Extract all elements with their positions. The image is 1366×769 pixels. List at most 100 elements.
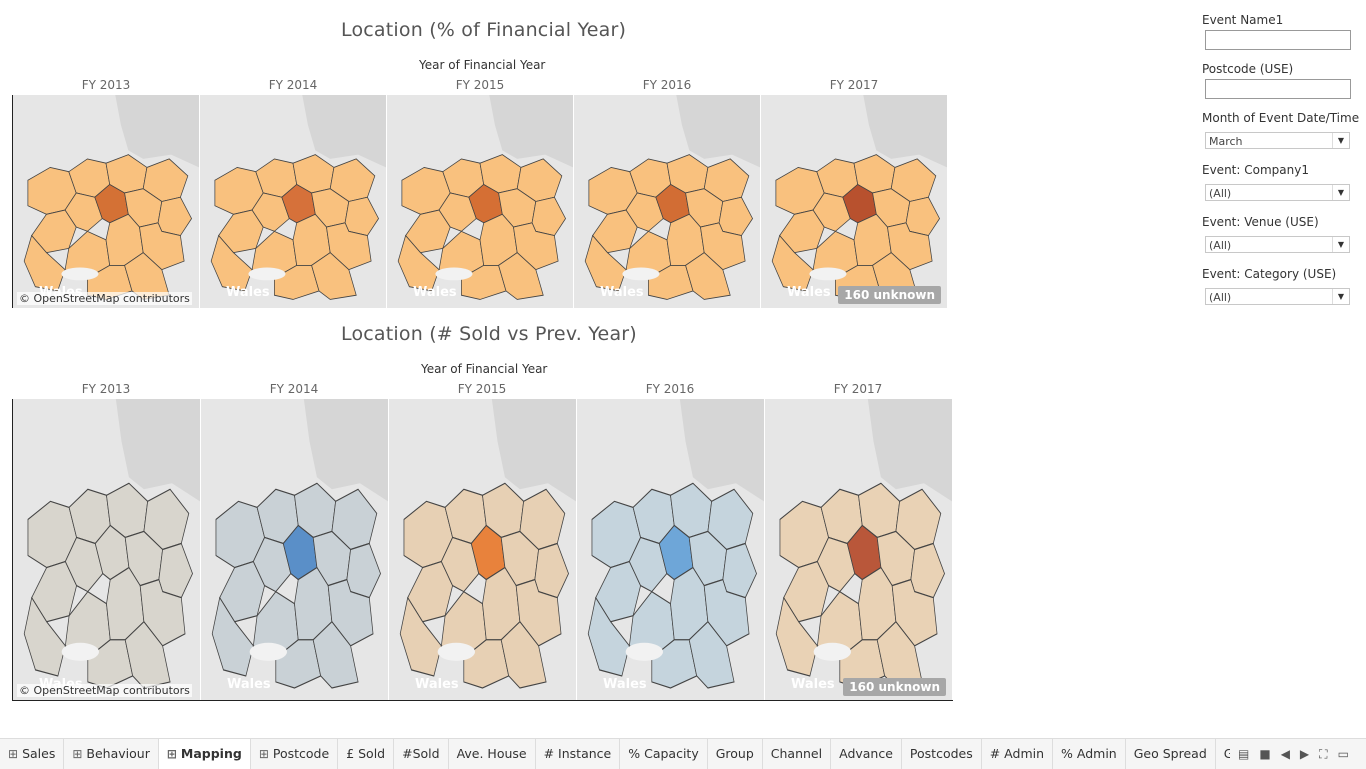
unknown-locations-badge[interactable]: 160 unknown [843, 678, 946, 696]
sheet-tab[interactable]: Group [708, 739, 763, 769]
sheet-tab-label: Channel [770, 746, 823, 761]
view2-choropleth-map[interactable] [13, 399, 200, 700]
view2-column-label: FY 2016 [645, 382, 695, 396]
sheet-tab-label: Geo Spread [1133, 746, 1207, 761]
view2-column-label: FY 2013 [81, 382, 131, 396]
map-landmass [302, 95, 386, 168]
thumbnail-view-icon[interactable]: ■ [1259, 747, 1271, 761]
dashboard-grid-icon: ⊞ [8, 747, 19, 761]
sheet-tab[interactable]: # Instance [536, 739, 621, 769]
chevron-down-icon[interactable]: ▼ [1332, 133, 1349, 148]
previous-sheet-icon[interactable]: ◀ [1280, 747, 1290, 761]
map-region[interactable] [685, 252, 731, 300]
view1-map-panel[interactable]: Wales [574, 95, 761, 308]
map-region[interactable] [23, 596, 66, 677]
presentation-mode-icon[interactable]: ▭ [1337, 747, 1349, 761]
sheet-tab-bar: ⊞ Sales ⊞ Behaviour ⊞ Mapping ⊞ Postcode £ Sold #… [0, 738, 1366, 769]
map-region[interactable] [775, 596, 818, 677]
filter-postcode-label: Postcode (USE) [1202, 62, 1294, 76]
map-region[interactable] [210, 234, 253, 292]
filter-postcode-input[interactable] [1205, 79, 1351, 99]
view2-map-panel[interactable]: Wales© OpenStreetMap contributors [13, 399, 201, 700]
map-region[interactable] [498, 252, 544, 300]
map-region[interactable] [124, 621, 171, 689]
sheet-tab[interactable]: £ Sold [338, 739, 395, 769]
map-estuary [249, 642, 288, 661]
view1-map-row[interactable]: Wales© OpenStreetMap contributorsWalesWa… [12, 95, 948, 308]
map-attribution[interactable]: © OpenStreetMap contributors [17, 292, 192, 305]
sheet-tab[interactable]: ⊞ Sales [0, 739, 65, 769]
filmstrip-view-icon[interactable]: ▤ [1238, 747, 1250, 761]
map-region[interactable] [397, 234, 440, 292]
filter-category-dropdown[interactable]: (All) ▼ [1205, 288, 1350, 305]
filter-month-dropdown[interactable]: March ▼ [1205, 132, 1350, 149]
map-attribution[interactable]: © OpenStreetMap contributors [17, 684, 192, 697]
sheet-tab[interactable]: Ave. House [449, 739, 536, 769]
sheet-tab-label: Group [715, 746, 754, 761]
sheet-tab[interactable]: Geo Spread [1126, 739, 1216, 769]
filter-category-value: (All) [1209, 291, 1232, 304]
map-region[interactable] [584, 234, 627, 292]
view2-choropleth-map[interactable] [765, 399, 952, 700]
sheet-tab-label: Ave. House [456, 746, 527, 761]
view2-map-row[interactable]: Wales© OpenStreetMap contributorsWalesWa… [12, 399, 953, 701]
sheet-tab-label: £ Sold [346, 746, 386, 761]
fullscreen-icon[interactable]: ⛶ [1319, 746, 1328, 761]
chevron-down-icon[interactable]: ▼ [1332, 237, 1349, 252]
map-landmass [491, 399, 576, 502]
view2-choropleth-map[interactable] [201, 399, 388, 700]
unknown-locations-badge[interactable]: 160 unknown [838, 286, 941, 304]
map-region[interactable] [311, 252, 357, 300]
view1-choropleth-map[interactable] [13, 95, 199, 308]
sheet-tab[interactable]: # Admin [982, 739, 1054, 769]
map-region[interactable] [688, 621, 735, 689]
view1-choropleth-map[interactable] [387, 95, 573, 308]
sheet-tab[interactable]: % Capacity [620, 739, 708, 769]
map-region[interactable] [312, 621, 359, 689]
map-region[interactable] [587, 596, 630, 677]
sheet-tab[interactable]: ⊞ Postcode [251, 739, 339, 769]
view2-map-panel[interactable]: Wales [389, 399, 577, 700]
dashboard-grid-icon: ⊞ [258, 747, 269, 761]
view2-map-panel[interactable]: Wales [577, 399, 765, 700]
map-place-label: Wales [226, 285, 270, 300]
view1-choropleth-map[interactable] [761, 95, 947, 308]
map-region[interactable] [399, 596, 442, 677]
sheet-tab-label: Advance [839, 746, 893, 761]
view1-map-panel[interactable]: Wales 160 unknown [761, 95, 948, 308]
sheet-tab[interactable]: % Admin [1053, 739, 1126, 769]
next-sheet-icon[interactable]: ▶ [1299, 747, 1310, 761]
map-estuary [248, 267, 286, 281]
view1-title: Location (% of Financial Year) [341, 19, 627, 41]
map-region[interactable] [23, 234, 66, 292]
filter-month-label: Month of Event Date/Time [1202, 111, 1360, 125]
sheet-tab[interactable]: #Sold [394, 739, 449, 769]
view1-map-panel[interactable]: Wales© OpenStreetMap contributors [13, 95, 200, 308]
view1-map-panel[interactable]: Wales [200, 95, 387, 308]
filter-company-dropdown[interactable]: (All) ▼ [1205, 184, 1350, 201]
view2-choropleth-map[interactable] [577, 399, 764, 700]
view1-choropleth-map[interactable] [200, 95, 386, 308]
map-estuary [813, 642, 852, 661]
filter-company-label: Event: Company1 [1202, 163, 1309, 177]
view2-choropleth-map[interactable] [389, 399, 576, 700]
sheet-tab[interactable]: Channel [763, 739, 832, 769]
map-region[interactable] [500, 621, 547, 689]
map-region[interactable] [211, 596, 254, 677]
sheet-tab[interactable]: ⊞ Mapping [158, 739, 251, 769]
filter-month-value: March [1209, 135, 1243, 148]
chevron-down-icon[interactable]: ▼ [1332, 289, 1349, 304]
view1-choropleth-map[interactable] [574, 95, 760, 308]
view2-map-panel[interactable]: Wales 160 unknown [765, 399, 953, 700]
view1-map-panel[interactable]: Wales [387, 95, 574, 308]
sheet-tab[interactable]: ⊞ Behaviour [64, 739, 159, 769]
map-place-label: Wales [600, 285, 644, 300]
sheet-tab[interactable]: Postcodes [902, 739, 982, 769]
sheet-tab[interactable]: Advance [831, 739, 902, 769]
filter-venue-dropdown[interactable]: (All) ▼ [1205, 236, 1350, 253]
filter-event-name-input[interactable] [1205, 30, 1351, 50]
filter-venue-label: Event: Venue (USE) [1202, 215, 1319, 229]
map-region[interactable] [771, 234, 814, 292]
view2-map-panel[interactable]: Wales [201, 399, 389, 700]
chevron-down-icon[interactable]: ▼ [1332, 185, 1349, 200]
